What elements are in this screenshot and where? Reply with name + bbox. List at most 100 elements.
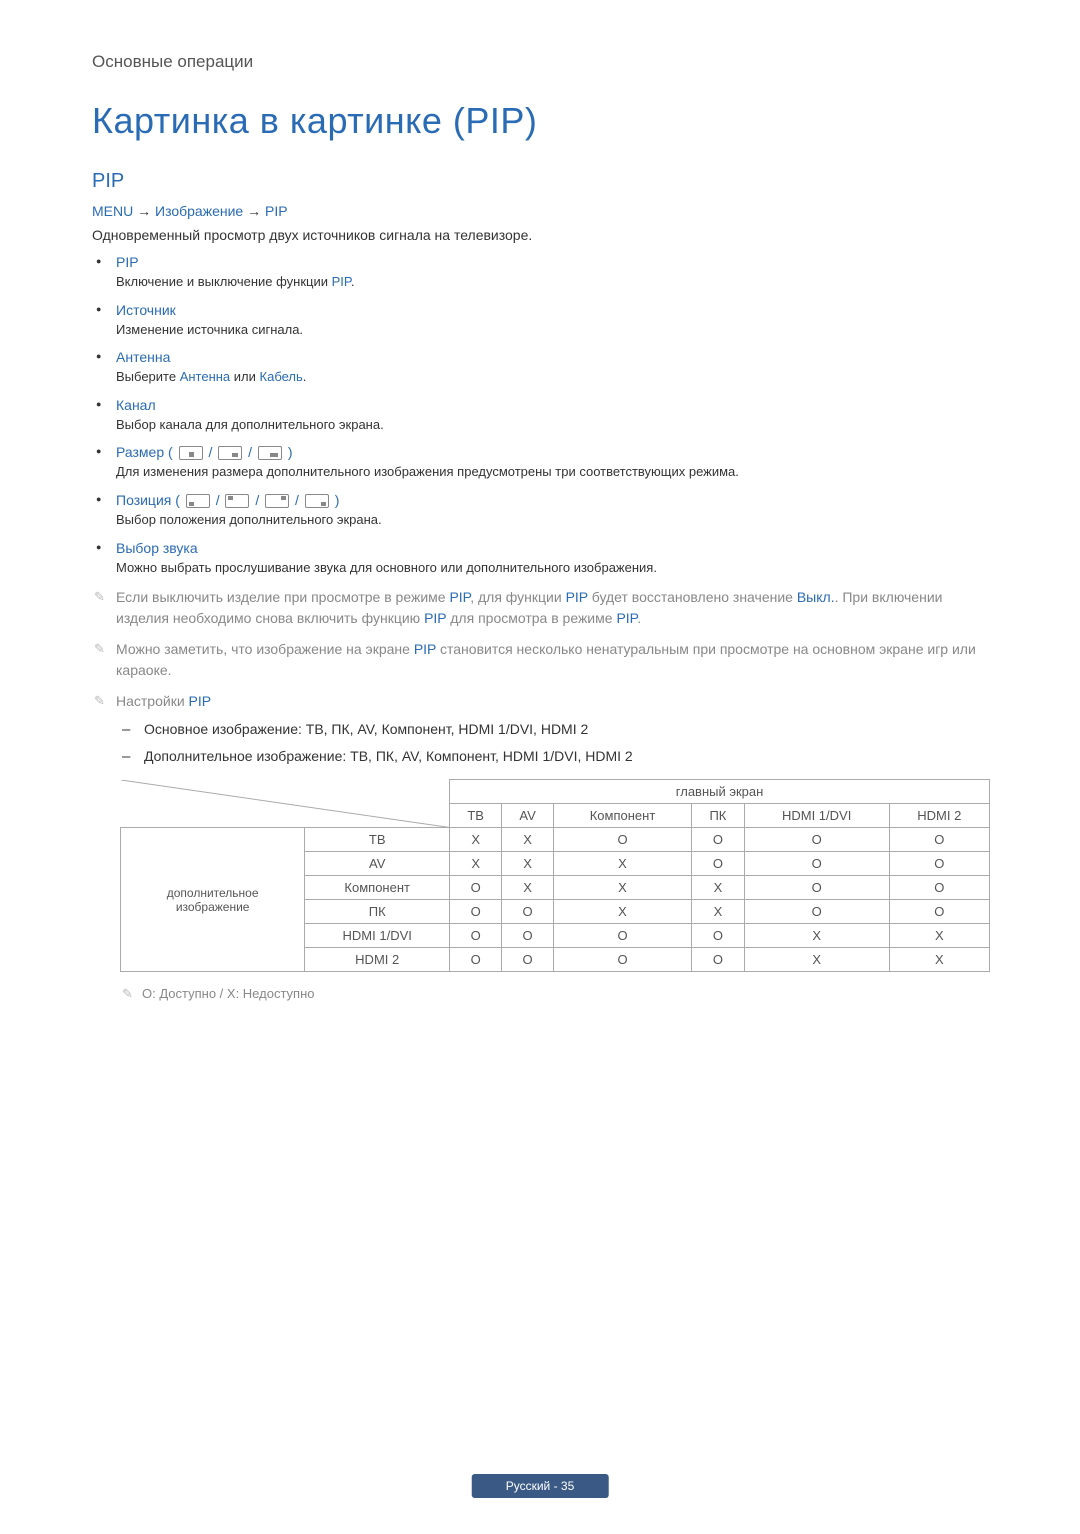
- table-cell: X: [744, 948, 889, 972]
- text: (: [168, 444, 173, 460]
- text: Настройки: [116, 693, 189, 709]
- text: .: [351, 274, 355, 289]
- table-cell: X: [692, 876, 745, 900]
- col-header: HDMI 1/DVI: [744, 804, 889, 828]
- table-cell: O: [692, 852, 745, 876]
- text: Если выключить изделие при просмотре в р…: [116, 589, 449, 605]
- row-header: ТВ: [305, 828, 450, 852]
- page-title: Картинка в картинке (PIP): [92, 100, 988, 142]
- table-cell: O: [889, 900, 989, 924]
- table-cell: X: [553, 852, 691, 876]
- table-cell: O: [553, 948, 691, 972]
- table-cell: O: [889, 876, 989, 900]
- page-footer-badge: Русский - 35: [472, 1474, 609, 1498]
- link-cable: Кабель: [260, 369, 303, 384]
- notes-list: Если выключить изделие при просмотре в р…: [92, 587, 988, 769]
- text: Позиция: [116, 492, 171, 508]
- option-heading: Размер ( / / ): [116, 444, 988, 460]
- option-description: Включение и выключение функции PIP.: [116, 272, 988, 292]
- link-antenna: Антенна: [180, 369, 230, 384]
- position-icon-br: [305, 494, 329, 508]
- text: Выберите: [116, 369, 180, 384]
- table-cell: O: [744, 876, 889, 900]
- table-cell: O: [450, 876, 502, 900]
- text: для просмотра в режиме: [446, 610, 616, 626]
- option-description: Можно выбрать прослушивание звука для ос…: [116, 558, 988, 578]
- table-cell: X: [889, 948, 989, 972]
- link-pip: PIP: [332, 274, 351, 289]
- option-sound: Выбор звука Можно выбрать прослушивание …: [92, 540, 988, 578]
- note-restore: Если выключить изделие при просмотре в р…: [92, 587, 988, 629]
- option-description: Для изменения размера дополнительного из…: [116, 462, 988, 482]
- section-heading: PIP: [92, 170, 988, 193]
- text: ): [288, 444, 293, 460]
- text: ): [335, 492, 340, 508]
- table-cell: O: [553, 924, 691, 948]
- link-pip: PIP: [566, 589, 588, 605]
- text: изображение: [127, 900, 298, 914]
- col-header: ПК: [692, 804, 745, 828]
- position-icon-bl: [186, 494, 210, 508]
- table-cell: X: [553, 900, 691, 924]
- table-cell: O: [502, 924, 554, 948]
- table-cell: X: [502, 828, 554, 852]
- row-header: Компонент: [305, 876, 450, 900]
- option-heading: Позиция ( / / / ): [116, 492, 988, 508]
- table-cell: O: [502, 948, 554, 972]
- link-pip: PIP: [616, 610, 637, 626]
- table-cell: O: [450, 948, 502, 972]
- compatibility-table: главный экран ТВ AV Компонент ПК HDMI 1/…: [120, 779, 990, 972]
- text: будет восстановлено значение: [588, 589, 797, 605]
- text: /: [255, 492, 263, 508]
- table-cell: X: [450, 828, 502, 852]
- table-cell: O: [744, 900, 889, 924]
- option-description: Выберите Антенна или Кабель.: [116, 367, 988, 387]
- text: , для функции: [470, 589, 565, 605]
- main-screen-header: главный экран: [450, 780, 990, 804]
- col-header: Компонент: [553, 804, 691, 828]
- settings-sublist: Основное изображение: ТВ, ПК, AV, Компон…: [116, 716, 988, 769]
- link-pip: PIP: [449, 589, 470, 605]
- row-header: ПК: [305, 900, 450, 924]
- table-cell: O: [889, 852, 989, 876]
- position-icon-tl: [225, 494, 249, 508]
- compatibility-table-wrapper: главный экран ТВ AV Компонент ПК HDMI 1/…: [120, 779, 988, 972]
- text: Размер: [116, 444, 164, 460]
- sub-image-header: дополнительное изображение: [121, 828, 305, 972]
- arrow-icon: →: [247, 203, 261, 219]
- note-settings: Настройки PIP Основное изображение: ТВ, …: [92, 691, 988, 769]
- text: /: [248, 444, 256, 460]
- option-heading: Канал: [116, 397, 988, 413]
- size-icon-medium: [218, 446, 242, 460]
- option-pip: PIP Включение и выключение функции PIP.: [92, 254, 988, 292]
- option-heading: Выбор звука: [116, 540, 988, 556]
- table-cell: X: [692, 900, 745, 924]
- text: Можно заметить, что изображение на экран…: [116, 641, 414, 657]
- text: Включение и выключение функции: [116, 274, 332, 289]
- menu-path-image: Изображение: [155, 203, 243, 219]
- option-description: Изменение источника сигнала.: [116, 320, 988, 340]
- options-list: PIP Включение и выключение функции PIP. …: [92, 254, 988, 577]
- position-icon-tr: [265, 494, 289, 508]
- row-header: HDMI 2: [305, 948, 450, 972]
- row-header: AV: [305, 852, 450, 876]
- col-header: HDMI 2: [889, 804, 989, 828]
- main-image-sources: Основное изображение: ТВ, ПК, AV, Компон…: [116, 716, 988, 743]
- table-cell: X: [450, 852, 502, 876]
- note-quality: Можно заметить, что изображение на экран…: [92, 639, 988, 681]
- option-size: Размер ( / / ) Для изменения размера доп…: [92, 444, 988, 482]
- menu-path-menu: MENU: [92, 203, 133, 219]
- menu-path: MENU → Изображение → PIP: [92, 203, 988, 219]
- table-cell: O: [744, 828, 889, 852]
- table-cell: O: [450, 900, 502, 924]
- menu-path-pip: PIP: [265, 203, 288, 219]
- table-cell: O: [889, 828, 989, 852]
- text: .: [637, 610, 641, 626]
- size-icon-small: [179, 446, 203, 460]
- option-description: Выбор положения дополнительного экрана.: [116, 510, 988, 530]
- intro-text: Одновременный просмотр двух источников с…: [92, 225, 988, 246]
- col-header: ТВ: [450, 804, 502, 828]
- arrow-icon: →: [137, 203, 151, 219]
- text: /: [295, 492, 303, 508]
- table-legend: O: Доступно / X: Недоступно: [120, 986, 988, 1001]
